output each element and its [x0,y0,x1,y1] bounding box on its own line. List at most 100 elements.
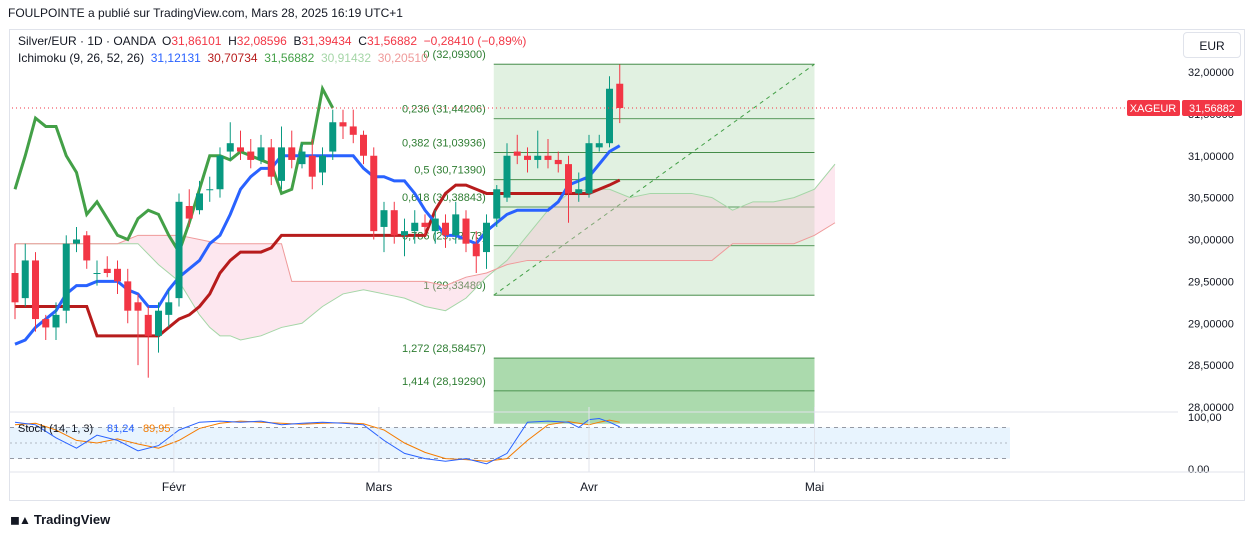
ichimoku-label: Ichimoku (9, 26, 52, 26) [18,51,145,65]
candle-body [411,222,419,232]
fib-level-label: 0,5 (30,71390) [414,165,486,177]
candle-body [11,273,19,303]
chart-frame [9,29,1245,501]
chikou-value: 31,56882 [264,51,315,65]
price-tick-label: 30,50000 [1188,193,1234,205]
candle-body [52,314,60,328]
chikou-line [13,84,335,256]
stoch-label: Stoch (14, 1, 3) [18,423,93,435]
candle-body [32,260,39,320]
candle-body [390,210,398,236]
candle-body [42,319,50,328]
candle-body [165,302,173,315]
tradingview-brand[interactable]: ◼▲ TradingView [10,512,110,527]
fib-level-label: 0,236 (31,44206) [402,104,486,116]
candle-body [360,134,367,156]
time-tick-label: Mars [366,480,393,494]
stoch-k-line [14,418,620,465]
price-tag-symbol: XAGEUR [1130,103,1177,115]
price-tick-label: 28,00000 [1188,402,1234,414]
stoch-tick-label: 0.00 [1188,464,1209,476]
candle-body [308,155,316,177]
high-value: 32,08596 [236,34,287,48]
price-tag-symbol-box [1127,100,1180,117]
candle-body [339,122,347,127]
brand-name: TradingView [33,512,111,527]
ichimoku-legend: Ichimoku (9, 26, 52, 26) 31,12131 30,707… [18,51,428,65]
candle-body [278,147,285,181]
candle-body [524,155,531,160]
candle-body [185,206,193,219]
fib-level-label: 0,382 (31,03936) [402,137,486,149]
candle-body [595,143,603,148]
candle-body [216,155,224,190]
time-tick-label: Avr [580,480,598,494]
candle-body [462,218,470,244]
candle-body [103,268,111,273]
candle-body [226,143,234,152]
price-axis: 32,0000031,5000031,0000030,5000030,00000… [12,67,1242,414]
candles [11,64,624,378]
candle-body [534,155,542,160]
candle-body [206,189,214,191]
candle-body [442,222,449,236]
candle-body [114,268,121,282]
fib-level-label: 1,272 (28,58457) [402,343,486,355]
stoch-k-value: 81,24 [107,423,135,435]
candle-body [21,260,29,299]
fib-level-label: 1,414 (28,19290) [402,376,486,388]
price-tick-label: 31,00000 [1188,151,1234,163]
candle-body [93,273,101,274]
candle-body [62,243,70,311]
cloud-fill [15,164,835,340]
price-tag-value-box [1182,100,1242,117]
span-b-line [15,222,836,287]
open-value: 31,86101 [171,34,222,48]
candle-body [175,201,183,299]
fibonacci-retracement: 0 (32,09300) 0,236 (31,44206) 0,382 (31,03… [402,49,815,424]
candle-body [349,126,357,135]
publisher-line: FOULPOINTE a publié sur TradingView.com,… [8,6,403,20]
candle-body [585,143,593,194]
fib-level-label: 1 (29,33480) [423,280,485,292]
candle-body [196,193,203,211]
kijun-line [15,178,621,338]
candle-body [513,151,521,156]
candle-body [554,159,562,165]
candle-body [575,189,583,194]
stoch-d-value: 89,95 [143,423,171,435]
candle-body [616,83,624,109]
candle-body [134,302,142,311]
candle-body [73,239,80,244]
candle-body [247,151,255,160]
candle-body [370,155,378,232]
price-tick-label: 30,00000 [1188,235,1234,247]
time-axis: Févr Mars Avr Mai [10,407,1244,494]
candle-body [565,164,572,194]
currency-selector[interactable]: EUR [1183,32,1241,58]
fib-trend-line [493,63,815,296]
candle-body [267,147,275,177]
candle-body [421,222,429,227]
candle-body [493,189,501,219]
time-tick-label: Févr [162,480,186,494]
close-value: 31,56882 [366,34,417,48]
candle-body [237,147,244,152]
candle-body [483,222,490,253]
low-value: 31,39434 [301,34,352,48]
price-tick-label: 29,00000 [1188,318,1234,330]
candle-body [288,147,296,160]
candle-body [124,281,132,311]
span-a-line [15,163,836,341]
price-tick-label: 28,50000 [1188,360,1234,372]
candle-body [606,88,613,144]
tradingview-logo-icon: ◼▲ [10,513,31,527]
price-tick-label: 32,00000 [1188,67,1234,79]
candle-body [380,210,388,227]
candle-body [401,231,408,236]
candle-body [83,235,91,261]
candle-body [257,147,265,160]
price-tag-value: 31,56882 [1189,103,1235,115]
candle-body [431,218,439,232]
